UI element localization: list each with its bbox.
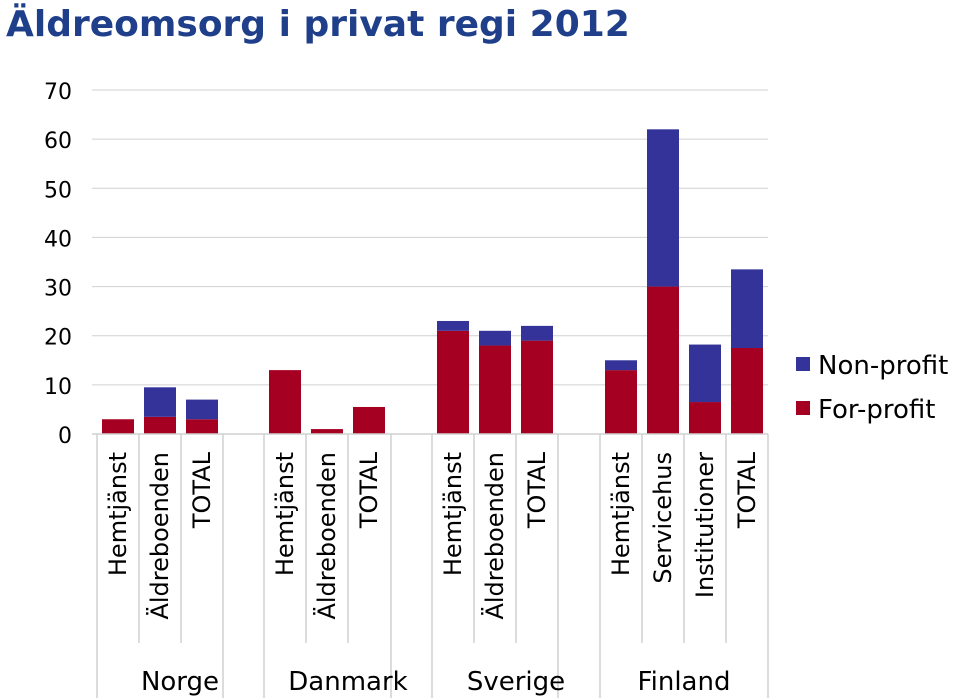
chart-title: Äldreomsorg i privat regi 2012: [6, 4, 630, 45]
category-label: Äldreboenden: [480, 452, 509, 620]
bar-non-profit: [479, 330, 511, 346]
legend-swatch: [796, 401, 810, 415]
category-label: Hemtjänst: [607, 452, 635, 576]
legend-label: For-profit: [818, 395, 935, 425]
bar-non-profit: [521, 325, 553, 341]
bar-for-profit: [144, 416, 176, 434]
bar-for-profit: [521, 340, 553, 434]
bar-for-profit: [437, 330, 469, 434]
y-tick-label: 50: [44, 178, 72, 203]
bar-for-profit: [605, 370, 637, 434]
y-tick-label: 0: [58, 424, 72, 449]
bar-for-profit: [102, 419, 134, 434]
y-tick-label: 10: [44, 375, 72, 400]
y-tick-label: 30: [44, 277, 72, 302]
bar-non-profit: [186, 399, 218, 420]
bar-non-profit: [144, 387, 176, 417]
category-label: Servicehus: [649, 452, 677, 584]
category-label: Institutioner: [691, 452, 719, 598]
bar-for-profit: [269, 370, 301, 434]
category-label: Hemtjänst: [439, 452, 467, 576]
group-labels: Norge Danmark Sverige Finland: [141, 667, 731, 697]
category-label: Hemtjänst: [271, 452, 299, 576]
bar-non-profit: [689, 344, 721, 403]
category-label: TOTAL: [355, 451, 383, 529]
bar-non-profit: [605, 360, 637, 371]
category-labels: Hemtjänst Äldreboenden TOTAL Hemtjänst Äldre…: [104, 451, 761, 619]
legend-label: Non-profit: [818, 351, 948, 381]
bar-for-profit: [689, 402, 721, 434]
category-label: TOTAL: [523, 451, 551, 529]
bar-for-profit: [186, 419, 218, 434]
group-label: Sverige: [467, 667, 565, 697]
bar-non-profit: [437, 320, 469, 331]
bar-non-profit: [647, 129, 679, 287]
category-label: Hemtjänst: [104, 452, 132, 576]
group-label: Norge: [141, 667, 219, 697]
legend-swatch: [796, 357, 810, 371]
category-label: Äldreboenden: [145, 452, 174, 620]
y-tick-label: 20: [44, 326, 72, 351]
y-tick-label: 60: [44, 129, 72, 154]
legend: Non-profit For-profit: [796, 351, 948, 425]
category-label: TOTAL: [733, 451, 761, 529]
bar-non-profit: [731, 269, 763, 348]
y-tick-label: 70: [44, 80, 72, 105]
y-tick-label: 40: [44, 227, 72, 252]
category-label: TOTAL: [188, 451, 216, 529]
bar-for-profit: [731, 348, 763, 434]
bars: [102, 129, 763, 434]
bar-for-profit: [311, 429, 343, 434]
category-label: Äldreboenden: [312, 452, 341, 620]
group-label: Finland: [638, 667, 731, 697]
bar-for-profit: [479, 345, 511, 434]
category-axis-frame: [92, 433, 769, 698]
group-label: Danmark: [288, 667, 407, 697]
bar-for-profit: [353, 406, 385, 434]
bar-for-profit: [647, 286, 679, 434]
y-axis-ticks: 0 10 20 30 40 50 60 70: [44, 80, 72, 449]
